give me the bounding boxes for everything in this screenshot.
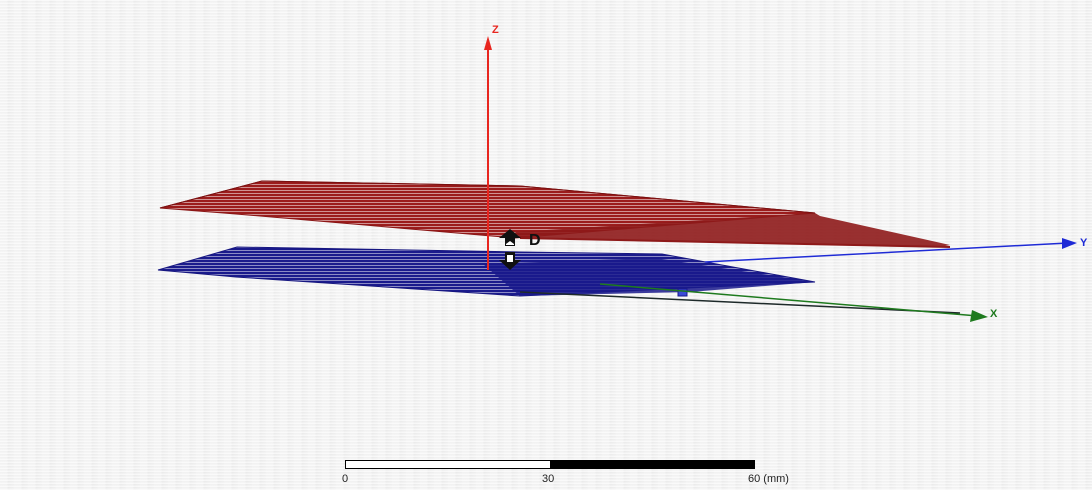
dimension-label: D — [529, 232, 541, 249]
y-axis-label: Y — [1080, 237, 1088, 249]
x-axis: X — [599, 283, 998, 322]
scale-segment-light — [345, 460, 551, 469]
scale-segment-dark — [550, 460, 755, 469]
bottom-plate[interactable] — [157, 246, 961, 314]
dimension-arrows-icon[interactable] — [499, 229, 521, 270]
x-axis-label: X — [990, 308, 998, 320]
scale-tick-60: 60 (mm) — [748, 473, 789, 485]
top-plate[interactable] — [159, 180, 951, 248]
z-axis: Z — [484, 24, 499, 270]
y-axis: Y — [704, 237, 1088, 263]
z-axis-label: Z — [492, 24, 499, 36]
port-feature — [677, 288, 688, 297]
scale-tick-30: 30 — [542, 473, 555, 485]
scale-bar — [345, 460, 755, 469]
scale-tick-0: 0 — [342, 473, 349, 485]
